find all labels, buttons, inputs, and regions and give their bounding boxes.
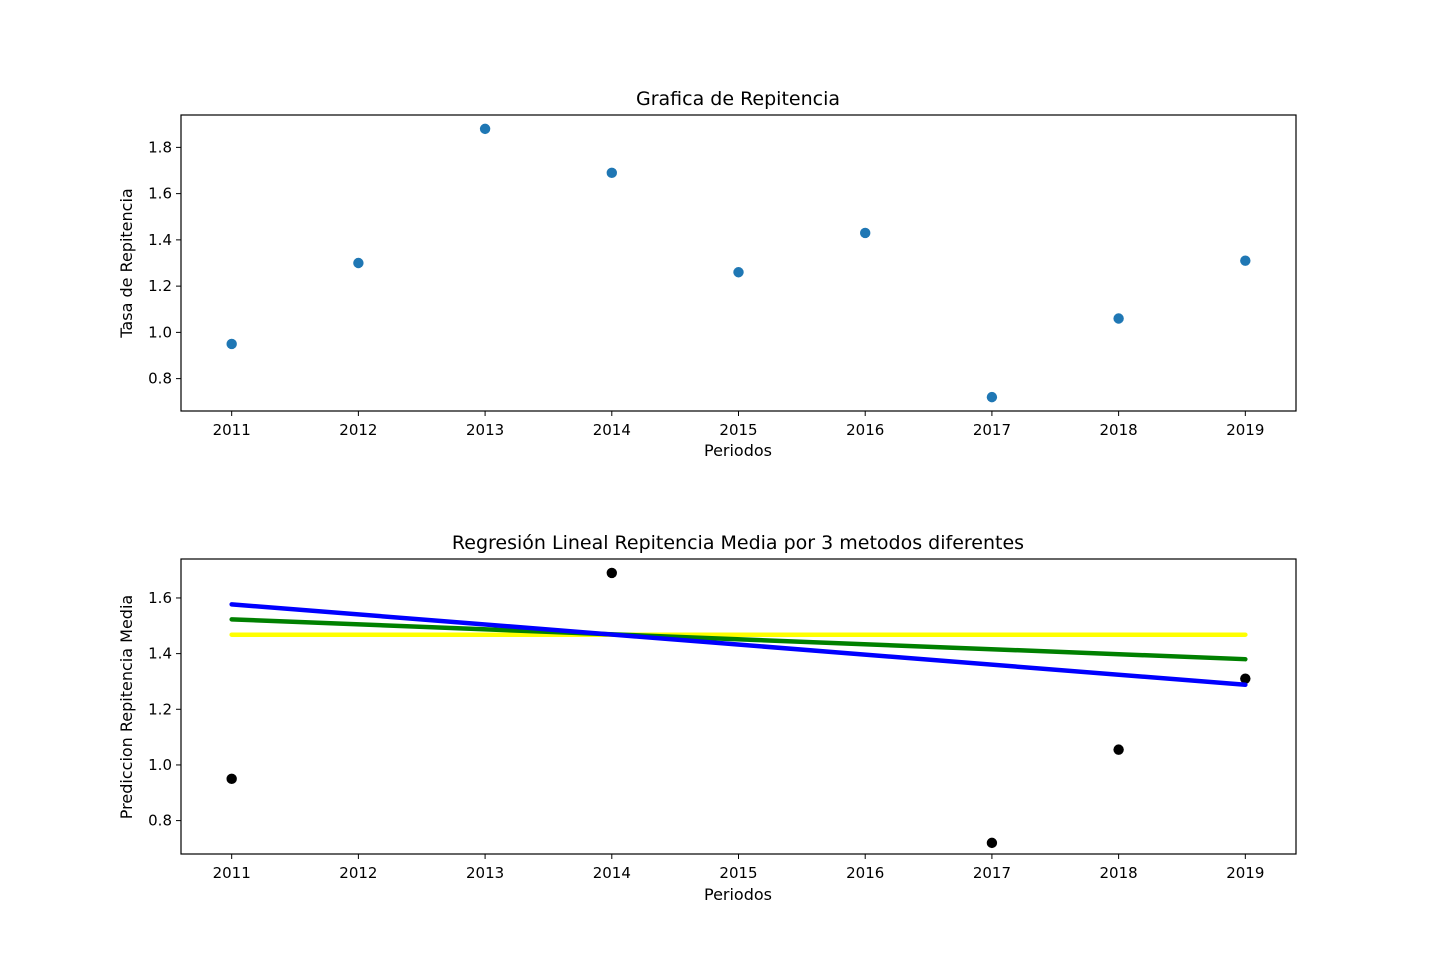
x-tick-label: 2013 [466,421,504,439]
data-point [606,567,617,579]
x-axis-label: Periodos [704,885,772,904]
y-tick-label: 1.8 [148,138,172,156]
y-axis-ticks: 0.8 1.0 1.2 1.4 1.6 [148,589,181,830]
x-tick-label: 2012 [339,864,377,882]
y-axis-label: Tasa de Repitencia [117,188,136,338]
y-tick-label: 1.0 [148,323,172,341]
chart-regresion-lineal: Regresión Lineal Repitencia Media por 3 … [117,532,1297,904]
x-axis-label: Periodos [704,441,772,460]
y-tick-label: 1.4 [148,645,172,663]
x-tick-label: 2015 [719,421,757,439]
data-point [860,227,871,239]
x-tick-label: 2011 [213,864,251,882]
y-tick-label: 1.0 [148,756,172,774]
x-tick-label: 2012 [339,421,377,439]
chart-repitencia: Grafica de Repitencia 2011 2012 2013 2014 20… [117,88,1297,460]
x-axis-ticks: 2011 2012 2013 2014 2015 2016 2017 2018 2019 [213,411,1264,439]
y-tick-label: 1.6 [148,185,172,203]
x-tick-label: 2014 [593,421,631,439]
y-tick-label: 0.8 [148,812,172,830]
plot-area [226,567,1251,849]
chart-title: Grafica de Repitencia [636,88,840,110]
data-point [986,837,998,849]
data-point [1240,673,1251,684]
regression-line [229,602,1248,688]
y-tick-label: 1.2 [148,700,172,718]
y-tick-label: 1.6 [148,589,172,607]
x-tick-label: 2019 [1226,864,1264,882]
chart-title: Regresión Lineal Repitencia Media por 3 … [452,532,1024,554]
data-point [353,257,364,269]
x-tick-label: 2013 [466,864,504,882]
regression-line [229,617,1248,662]
x-tick-label: 2014 [593,864,631,882]
data-point [733,267,744,278]
y-tick-label: 0.8 [148,370,172,388]
data-point [479,123,491,135]
x-tick-label: 2018 [1100,421,1138,439]
y-axis-ticks: 0.8 1.0 1.2 1.4 1.6 1.8 [148,138,181,388]
x-tick-label: 2011 [213,421,251,439]
plot-area [226,123,1251,403]
x-axis-ticks: 2011 2012 2013 2014 2015 2016 2017 2018 2019 [213,854,1264,882]
y-tick-label: 1.2 [148,277,172,295]
data-point [226,338,237,350]
x-tick-label: 2016 [846,864,884,882]
data-point [1113,744,1124,755]
x-tick-label: 2018 [1100,864,1138,882]
x-tick-label: 2019 [1226,421,1264,439]
data-point [986,391,998,403]
data-point [1240,255,1251,266]
data-point [1113,313,1124,324]
data-point [226,773,237,785]
data-point [606,167,617,179]
x-tick-label: 2015 [719,864,757,882]
y-tick-label: 1.4 [148,231,172,249]
x-tick-label: 2016 [846,421,884,439]
x-tick-label: 2017 [973,421,1011,439]
y-axis-label: Prediccion Repitencia Media [117,595,136,819]
x-tick-label: 2017 [973,864,1011,882]
